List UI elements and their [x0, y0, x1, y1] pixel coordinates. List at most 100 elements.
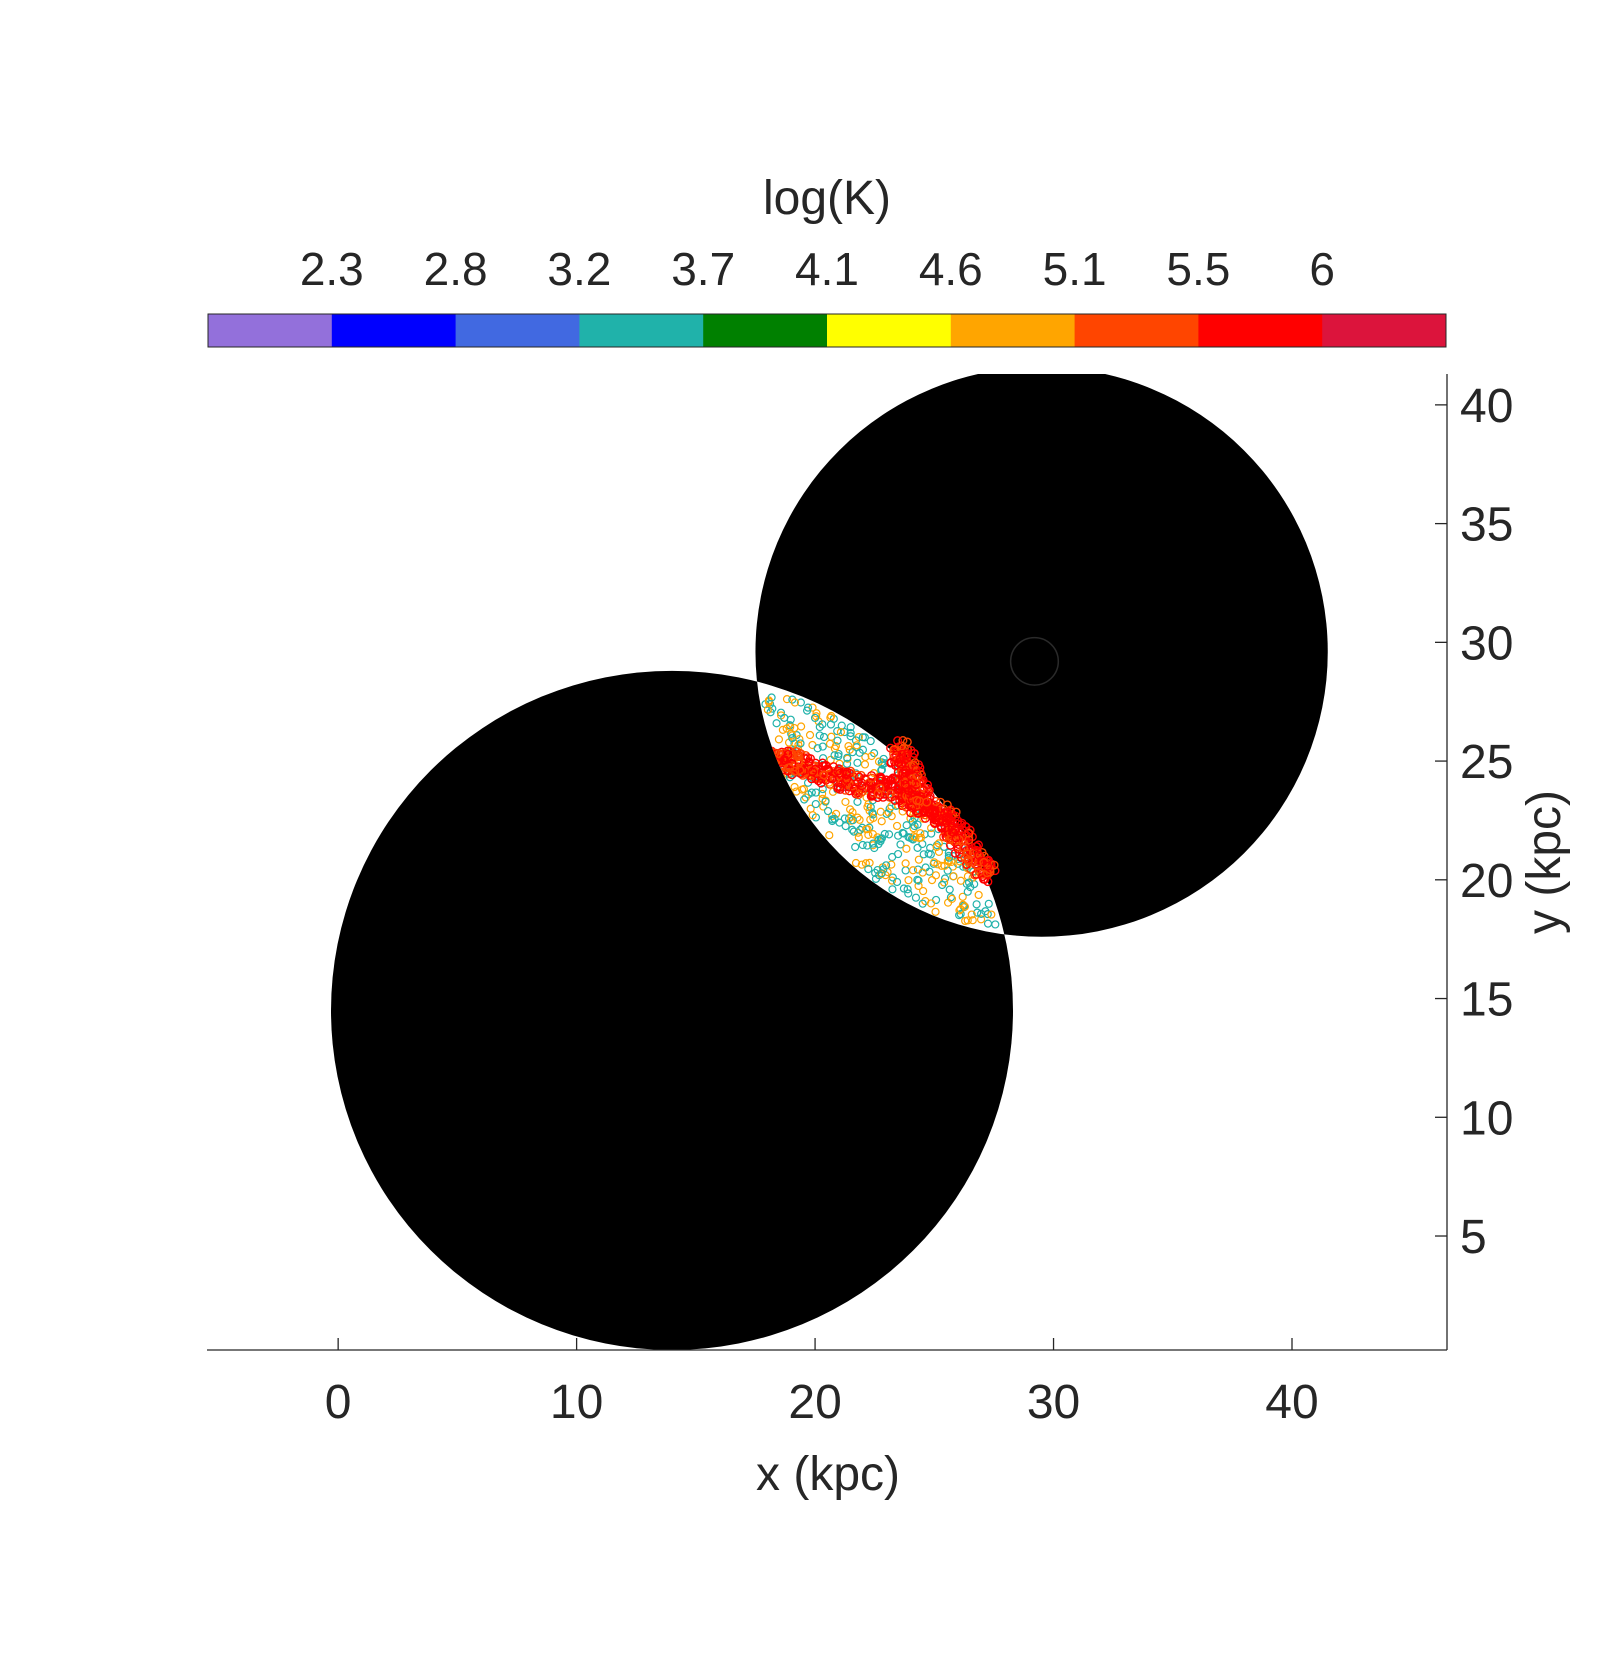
data-point: [930, 806, 940, 816]
x-axis-label: x (kpc): [756, 1448, 900, 1501]
data-point: [848, 748, 857, 757]
x-tick-label: 0: [325, 1376, 352, 1429]
data-point: [852, 741, 861, 750]
data-point: [944, 853, 954, 862]
data-point: [767, 693, 776, 702]
data-point: [904, 889, 913, 898]
y-tick-label: 40: [1460, 380, 1513, 433]
data-point: [911, 778, 921, 788]
y-tick-label: 30: [1460, 617, 1513, 670]
data-point: [799, 784, 808, 794]
data-point: [942, 814, 952, 824]
data-point: [973, 840, 983, 850]
data-point: [951, 811, 961, 821]
data-point: [868, 830, 878, 839]
core-circle: [1009, 636, 1060, 686]
data-point: [783, 749, 793, 759]
data-point: [974, 850, 984, 860]
data-point: [790, 698, 800, 707]
data-point: [819, 770, 829, 780]
data-point: [846, 805, 855, 814]
data-point: [854, 790, 864, 800]
colorbar-tick-label: 3.7: [671, 243, 735, 295]
data-point: [868, 839, 878, 848]
data-point: [904, 876, 913, 885]
data-point: [894, 831, 903, 840]
data-point: [914, 881, 923, 891]
data-point: [795, 735, 804, 744]
data-point: [858, 733, 867, 742]
data-point: [802, 706, 812, 715]
data-point: [849, 827, 858, 836]
y-tick-label: 10: [1460, 1092, 1513, 1145]
data-point: [848, 825, 857, 834]
data-point: [812, 709, 821, 718]
data-point: [877, 869, 886, 878]
colorbar-tick-label: 5.5: [1166, 243, 1230, 295]
colorbar-tick-label: 6: [1309, 243, 1335, 295]
data-point: [876, 807, 885, 816]
data-point: [902, 737, 912, 747]
data-point: [868, 808, 877, 817]
data-point: [826, 720, 836, 729]
data-point: [874, 839, 883, 849]
data-point: [873, 789, 883, 799]
data-point: [910, 821, 919, 831]
data-point: [887, 876, 897, 885]
colorbar-segment: [579, 314, 704, 347]
data-point: [963, 855, 973, 865]
colorbar-segment: [703, 314, 828, 347]
data-point: [853, 758, 862, 767]
data-point: [810, 764, 820, 774]
data-point: [950, 825, 960, 835]
data-point: [854, 772, 864, 782]
data-point: [849, 784, 859, 794]
colorbar-segment: [331, 314, 457, 347]
data-point: [790, 723, 799, 733]
data-point: [948, 862, 958, 871]
data-point: [934, 839, 943, 848]
data-point: [984, 899, 993, 908]
data-point: [868, 791, 878, 801]
data-point: [949, 872, 958, 881]
data-point: [842, 775, 852, 785]
data-point: [876, 834, 885, 844]
data-point: [966, 883, 975, 892]
data-point: [807, 788, 816, 797]
data-point: [812, 712, 821, 721]
data-point: [955, 906, 964, 915]
colorbar-segment: [1322, 314, 1447, 347]
data-point: [864, 830, 873, 840]
data-point: [918, 868, 927, 877]
data-point: [886, 779, 896, 789]
data-point: [800, 795, 809, 804]
data-point: [918, 899, 927, 908]
data-point: [926, 899, 936, 908]
data-point: [945, 885, 954, 894]
data-point: [892, 821, 902, 831]
data-point: [901, 765, 911, 775]
data-point: [860, 760, 870, 769]
data-point: [842, 759, 852, 768]
y-tick-label: 25: [1460, 736, 1513, 789]
data-point: [871, 874, 881, 883]
data-point: [774, 735, 784, 744]
data-point: [833, 736, 842, 745]
data-point: [827, 711, 836, 721]
data-point: [902, 821, 911, 830]
data-point: [948, 827, 958, 837]
data-point: [857, 860, 866, 869]
data-point: [957, 818, 967, 828]
data-point: [905, 833, 915, 842]
overlap-scatter: [755, 670, 1013, 937]
data-point: [895, 796, 905, 806]
data-point: [890, 795, 900, 805]
data-point: [884, 830, 894, 839]
data-point: [785, 763, 795, 773]
data-point: [972, 841, 982, 851]
data-point: [922, 783, 932, 793]
data-point: [832, 809, 841, 818]
galaxy-discs: [331, 374, 1328, 1350]
colorbar-tick-label: 5.1: [1043, 243, 1107, 295]
data-point: [843, 753, 852, 762]
